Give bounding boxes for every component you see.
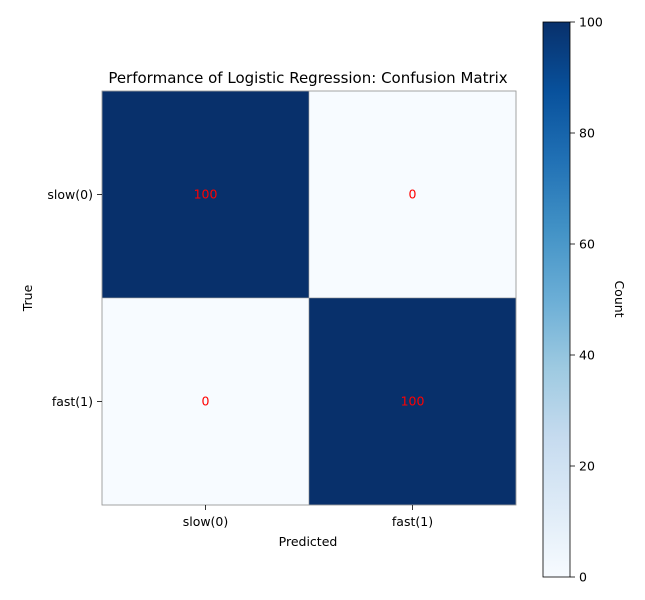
colorbar-tick-label: 80 [579, 126, 595, 141]
x-axis-ticks: slow(0) fast(1) [183, 505, 433, 529]
x-tick-label: slow(0) [183, 514, 229, 529]
y-tick-label: slow(0) [47, 187, 93, 202]
y-axis-label: True [20, 284, 35, 312]
x-axis-label: Predicted [279, 534, 338, 549]
cell-value-label: 0 [202, 394, 210, 409]
colorbar-tick-label: 20 [579, 459, 595, 474]
x-tick-label: fast(1) [392, 514, 433, 529]
colorbar [542, 21, 571, 578]
heatmap-cell-labels: 100 0 0 100 [194, 187, 425, 409]
y-axis-ticks: slow(0) fast(1) [47, 187, 102, 409]
plot-frame [101, 90, 517, 506]
heatmap-cell [308, 297, 517, 506]
heatmap-cell [101, 90, 310, 299]
colorbar-tick-label: 100 [579, 15, 603, 30]
chart-title: Performance of Logistic Regression: Conf… [108, 69, 507, 87]
colorbar-tick-label: 40 [579, 348, 595, 363]
cell-value-label: 100 [401, 394, 425, 409]
colorbar-label: Count [612, 280, 627, 317]
y-tick-label: fast(1) [52, 394, 93, 409]
heatmap-cells [101, 90, 517, 506]
cell-value-label: 100 [194, 187, 218, 202]
colorbar-ticks: 0 20 40 60 80 100 [570, 15, 603, 585]
colorbar-tick-label: 0 [579, 570, 587, 585]
colorbar-tick-label: 60 [579, 237, 595, 252]
cell-value-label: 0 [409, 187, 417, 202]
heatmap-cell [308, 90, 517, 299]
heatmap-cell [101, 297, 310, 506]
